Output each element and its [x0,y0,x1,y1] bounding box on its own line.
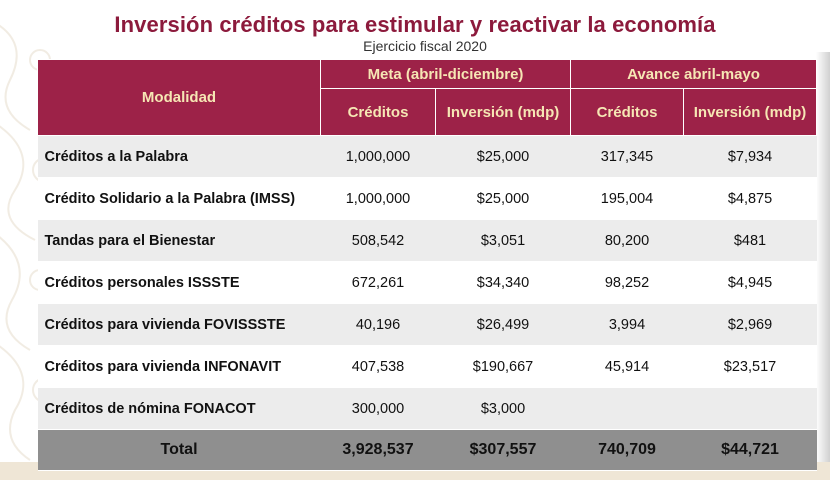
total-meta-inversion: $307,557 [435,429,571,471]
total-avance-inversion: $44,721 [683,429,817,471]
table-row: Tandas para el Bienestar 508,542 $3,051 … [37,219,817,262]
table-row: Crédito Solidario a la Palabra (IMSS) 1,… [37,177,817,220]
header-creditos-meta: Créditos [320,88,436,136]
row-avance-inversion: $7,934 [683,135,817,178]
header-row-columns: Créditos Inversión (mdp) Créditos Invers… [38,88,817,136]
table-row: Créditos personales ISSSTE 672,261 $34,3… [37,261,817,304]
row-avance-creditos: 98,252 [570,261,684,304]
row-meta-creditos: 1,000,000 [320,135,436,178]
row-avance-inversion [683,387,817,430]
row-avance-creditos: 3,994 [570,303,684,346]
row-meta-inversion: $26,499 [435,303,571,346]
row-meta-inversion: $25,000 [435,135,571,178]
header-row-groups: Modalidad Meta (abril-diciembre) Avance … [37,59,817,136]
header-inversion-avance: Inversión (mdp) [683,88,817,136]
table-row: Créditos para vivienda FOVISSSTE 40,196 … [37,303,817,346]
total-row: Total 3,928,537 $307,557 740,709 $44,721 [37,429,817,471]
row-avance-inversion: $481 [683,219,817,262]
header-creditos-avance: Créditos [570,88,684,136]
row-avance-creditos: 80,200 [570,219,684,262]
row-meta-creditos: 508,542 [320,219,436,262]
row-meta-creditos: 407,538 [320,345,436,388]
row-meta-creditos: 300,000 [320,387,436,430]
row-name: Créditos a la Palabra [37,135,321,178]
row-avance-inversion: $4,875 [683,177,817,220]
header-modalidad: Modalidad [37,59,321,136]
row-name: Créditos personales ISSSTE [37,261,321,304]
row-meta-inversion: $3,051 [435,219,571,262]
credits-table: Modalidad Meta (abril-diciembre) Avance … [37,59,817,471]
row-avance-inversion: $2,969 [683,303,817,346]
row-avance-creditos: 45,914 [570,345,684,388]
page-subtitle: Ejercicio fiscal 2020 [363,38,487,54]
header-group-meta: Meta (abril-diciembre) [320,59,571,89]
row-meta-inversion: $34,340 [435,261,571,304]
row-avance-inversion: $4,945 [683,261,817,304]
header-group-avance: Avance abril-mayo [570,59,817,89]
table-row: Créditos a la Palabra 1,000,000 $25,000 … [37,135,817,178]
total-label: Total [37,429,321,471]
right-shadow [816,52,830,462]
row-name: Crédito Solidario a la Palabra (IMSS) [37,177,321,220]
page-title: Inversión créditos para estimular y reac… [114,12,716,37]
row-meta-inversion: $25,000 [435,177,571,220]
row-name: Tandas para el Bienestar [37,219,321,262]
row-meta-creditos: 40,196 [320,303,436,346]
row-meta-creditos: 1,000,000 [320,177,436,220]
header-inversion-meta: Inversión (mdp) [435,88,571,136]
row-avance-creditos [570,387,684,430]
row-name: Créditos de nómina FONACOT [37,387,321,430]
row-meta-inversion: $190,667 [435,345,571,388]
row-name: Créditos para vivienda INFONAVIT [37,345,321,388]
row-name: Créditos para vivienda FOVISSSTE [37,303,321,346]
row-avance-inversion: $23,517 [683,345,817,388]
row-meta-inversion: $3,000 [435,387,571,430]
table-row: Créditos para vivienda INFONAVIT 407,538… [37,345,817,388]
total-avance-creditos: 740,709 [570,429,684,471]
total-meta-creditos: 3,928,537 [320,429,436,471]
row-meta-creditos: 672,261 [320,261,436,304]
row-avance-creditos: 317,345 [570,135,684,178]
row-avance-creditos: 195,004 [570,177,684,220]
table-row: Créditos de nómina FONACOT 300,000 $3,00… [37,387,817,430]
